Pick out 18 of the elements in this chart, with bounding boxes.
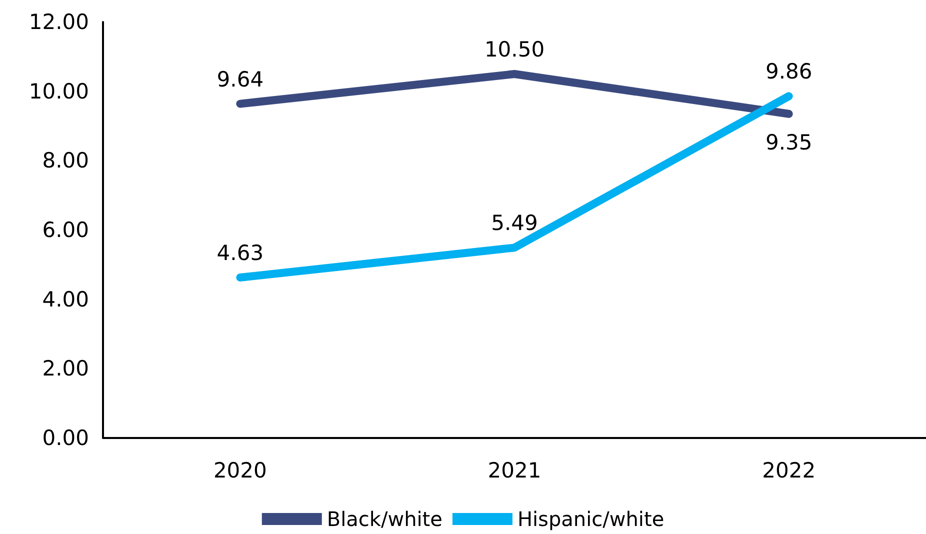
data-label: 10.50 — [484, 38, 545, 62]
x-tick-label: 2020 — [213, 458, 267, 482]
data-label: 4.63 — [216, 240, 264, 265]
data-label: 9.64 — [216, 67, 264, 92]
legend-label: Hispanic/white — [517, 507, 664, 531]
y-tick-label: 10.00 — [28, 79, 89, 104]
y-tick-label: 4.00 — [42, 287, 89, 312]
data-label: 9.86 — [765, 60, 812, 84]
y-tick-label: 6.00 — [42, 218, 89, 242]
y-tick-label: 8.00 — [42, 148, 89, 173]
y-tick-label: 2.00 — [42, 356, 89, 381]
data-label: 5.49 — [491, 211, 538, 236]
y-tick-label: 0.00 — [42, 426, 89, 450]
y-tick-label: 12.00 — [28, 10, 89, 34]
x-tick-label: 2022 — [762, 458, 816, 482]
data-label: 9.35 — [765, 130, 812, 154]
x-tick-label: 2021 — [488, 458, 542, 482]
legend-label: Black/white — [326, 507, 442, 531]
